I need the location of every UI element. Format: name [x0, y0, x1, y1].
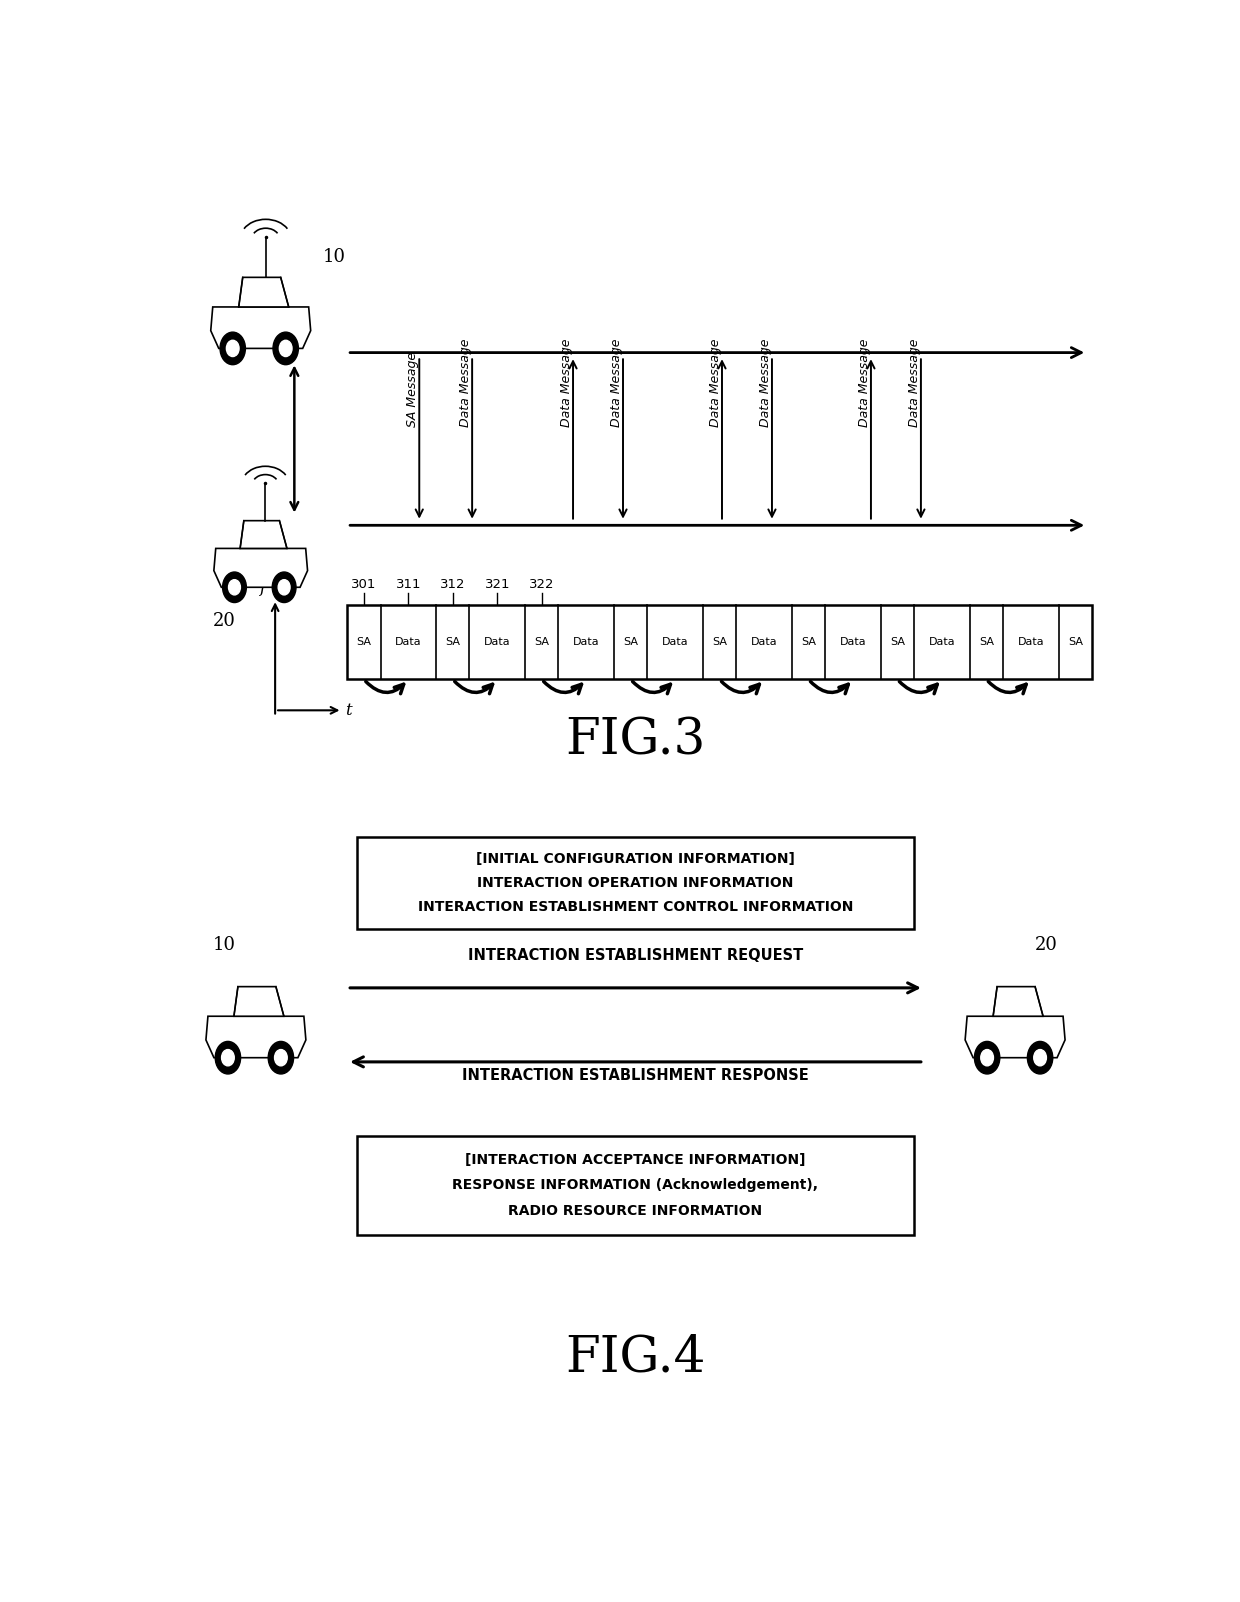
FancyBboxPatch shape — [357, 836, 914, 929]
Text: RADIO RESOURCE INFORMATION: RADIO RESOURCE INFORMATION — [508, 1203, 763, 1218]
Text: 20: 20 — [213, 612, 236, 630]
Text: SA Message: SA Message — [405, 351, 419, 426]
Text: Data: Data — [929, 638, 955, 647]
Circle shape — [228, 580, 241, 594]
Text: INTERACTION ESTABLISHMENT RESPONSE: INTERACTION ESTABLISHMENT RESPONSE — [463, 1069, 808, 1083]
Polygon shape — [993, 987, 1043, 1016]
Text: SA: SA — [356, 638, 371, 647]
Circle shape — [278, 580, 290, 594]
Text: Data: Data — [662, 638, 688, 647]
Text: f: f — [259, 578, 265, 596]
Circle shape — [274, 1049, 288, 1065]
Text: 322: 322 — [529, 578, 554, 591]
Text: SA: SA — [534, 638, 549, 647]
Text: [INITIAL CONFIGURATION INFORMATION]: [INITIAL CONFIGURATION INFORMATION] — [476, 852, 795, 867]
Circle shape — [273, 572, 296, 602]
Polygon shape — [239, 277, 289, 308]
Circle shape — [219, 332, 246, 365]
Polygon shape — [965, 1016, 1065, 1057]
Text: Data Message: Data Message — [908, 338, 920, 426]
Text: Data: Data — [573, 638, 599, 647]
Text: Data Message: Data Message — [709, 338, 722, 426]
Circle shape — [268, 1041, 294, 1073]
Circle shape — [222, 1049, 234, 1065]
Text: SA: SA — [978, 638, 994, 647]
Polygon shape — [213, 548, 308, 588]
Circle shape — [981, 1049, 993, 1065]
Circle shape — [279, 340, 293, 357]
Text: SA: SA — [890, 638, 905, 647]
Text: Data: Data — [1018, 638, 1044, 647]
Text: 20: 20 — [1034, 936, 1058, 953]
Text: SA: SA — [1068, 638, 1083, 647]
Polygon shape — [234, 987, 284, 1016]
Text: 312: 312 — [440, 578, 465, 591]
Text: FIG.3: FIG.3 — [565, 716, 706, 766]
Polygon shape — [206, 1016, 306, 1057]
Circle shape — [227, 340, 239, 357]
Circle shape — [273, 332, 299, 365]
Text: 321: 321 — [485, 578, 510, 591]
Text: Data Message: Data Message — [610, 338, 622, 426]
Circle shape — [1034, 1049, 1047, 1065]
Text: SA: SA — [445, 638, 460, 647]
Text: Data: Data — [484, 638, 511, 647]
Text: 311: 311 — [396, 578, 422, 591]
Text: Data: Data — [839, 638, 867, 647]
Text: INTERACTION OPERATION INFORMATION: INTERACTION OPERATION INFORMATION — [477, 876, 794, 891]
Text: 10: 10 — [213, 936, 236, 953]
Circle shape — [216, 1041, 241, 1073]
Text: SA: SA — [712, 638, 727, 647]
Text: 10: 10 — [324, 248, 346, 266]
Text: INTERACTION ESTABLISHMENT REQUEST: INTERACTION ESTABLISHMENT REQUEST — [467, 948, 804, 963]
Text: Data: Data — [750, 638, 777, 647]
Polygon shape — [241, 521, 286, 548]
Text: Data Message: Data Message — [858, 338, 870, 426]
Text: Data Message: Data Message — [459, 338, 472, 426]
Polygon shape — [211, 308, 311, 348]
Text: t: t — [345, 702, 352, 719]
Text: [INTERACTION ACCEPTANCE INFORMATION]: [INTERACTION ACCEPTANCE INFORMATION] — [465, 1153, 806, 1166]
Text: RESPONSE INFORMATION (Acknowledgement),: RESPONSE INFORMATION (Acknowledgement), — [453, 1177, 818, 1192]
Text: INTERACTION ESTABLISHMENT CONTROL INFORMATION: INTERACTION ESTABLISHMENT CONTROL INFORM… — [418, 900, 853, 913]
FancyBboxPatch shape — [357, 1136, 914, 1235]
Text: SA: SA — [801, 638, 816, 647]
FancyBboxPatch shape — [347, 606, 1092, 679]
Text: SA: SA — [624, 638, 639, 647]
Text: 301: 301 — [351, 578, 377, 591]
Text: Data Message: Data Message — [559, 338, 573, 426]
Circle shape — [223, 572, 247, 602]
Text: Data: Data — [396, 638, 422, 647]
Text: FIG.4: FIG.4 — [565, 1333, 706, 1383]
Circle shape — [975, 1041, 999, 1073]
Text: Data Message: Data Message — [759, 338, 771, 426]
Circle shape — [1028, 1041, 1053, 1073]
